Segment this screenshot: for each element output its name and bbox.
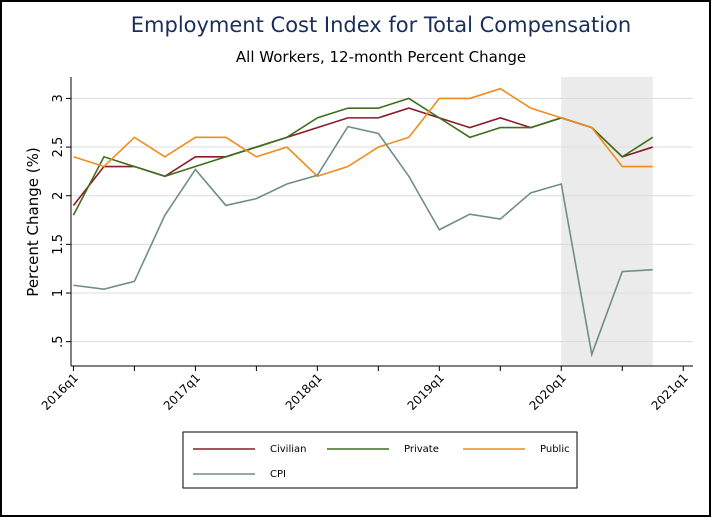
series-line bbox=[72, 97, 654, 216]
chart-title: Employment Cost Index for Total Compensa… bbox=[131, 13, 631, 37]
legend bbox=[182, 431, 578, 489]
legend-label: CPI bbox=[270, 469, 286, 480]
series-line bbox=[73, 87, 653, 178]
chart-subtitle: All Workers, 12-month Percent Change bbox=[236, 48, 526, 66]
y-axis-label: Percent Change (%) bbox=[24, 147, 42, 296]
series-line bbox=[73, 125, 653, 358]
legend-label: Public bbox=[540, 444, 570, 455]
y-tick-label: 3 bbox=[51, 94, 66, 102]
y-tick-label: .5 bbox=[51, 335, 66, 347]
y-tick-label: 1 bbox=[51, 289, 66, 297]
y-tick-label: 2 bbox=[51, 192, 66, 200]
shaded-region bbox=[561, 77, 653, 366]
y-tick-label: 1.5 bbox=[51, 234, 66, 255]
y-tick-label: 2.5 bbox=[51, 137, 66, 158]
legend-label: Civilian bbox=[270, 444, 306, 455]
legend-label: Private bbox=[404, 444, 439, 455]
